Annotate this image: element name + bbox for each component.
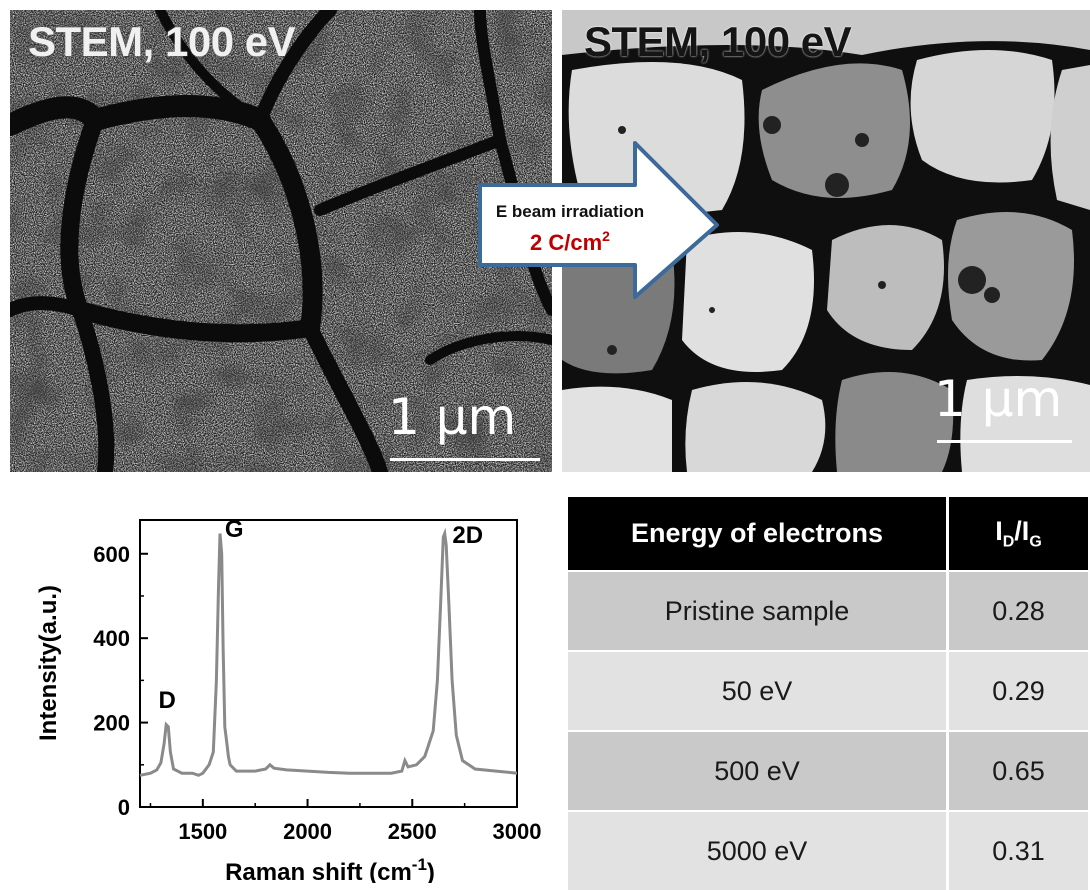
arrow-label-line2: 2 C/cm2: [530, 228, 610, 255]
cell-ratio: 0.65: [946, 730, 1088, 811]
table-header-row: Energy of electrons ID/IG: [568, 497, 1088, 571]
x-axis-label-sup: -1: [412, 855, 427, 874]
x-axis-label: Raman shift (cm-1): [225, 855, 435, 883]
header-energy: Energy of electrons: [568, 497, 948, 571]
header-ratio-g: G: [1029, 533, 1042, 551]
plot-frame: [139, 519, 518, 808]
scale-bar-label-before: 1 μm: [388, 388, 517, 446]
header-ratio-i1: I: [995, 515, 1003, 546]
peak-label: D: [159, 687, 176, 714]
cell-energy: Pristine sample: [568, 570, 948, 651]
table-row: 50 eV 0.29: [568, 650, 1088, 731]
stem-image-before: STEM, 100 eV 1 μm: [10, 10, 552, 472]
right-arrow-icon: [478, 141, 719, 299]
x-axis-label-text: Raman shift (cm: [225, 859, 412, 883]
arrow-dose-value: 2 C/cm: [530, 230, 602, 255]
peak-label: 2D: [452, 522, 483, 549]
x-tick-label: 2500: [388, 819, 437, 844]
cell-energy: 500 eV: [568, 730, 948, 811]
ratio-table: Energy of electrons ID/IG Pristine sampl…: [568, 497, 1088, 890]
table-row: 5000 eV 0.31: [568, 810, 1088, 890]
arrow-label-line1: E beam irradiation: [496, 202, 644, 221]
raman-series-line: [139, 527, 518, 777]
table-row: Pristine sample 0.28: [568, 570, 1088, 651]
y-axis-label: Intensity(a.u.): [35, 585, 62, 741]
table-row: 500 eV 0.65: [568, 730, 1088, 811]
cell-energy: 50 eV: [568, 650, 948, 731]
scale-bar-label-after: 1 μm: [934, 370, 1063, 428]
header-ratio-i2: /I: [1014, 515, 1030, 546]
header-ratio-d: D: [1002, 533, 1015, 551]
arrow-callout: E beam irradiation 2 C/cm2: [478, 141, 719, 299]
cell-ratio: 0.31: [946, 810, 1088, 890]
stem-title-after: STEM, 100 eV: [584, 18, 852, 65]
x-tick-label: 1500: [178, 819, 227, 844]
arrow-dose-superscript: 2: [602, 228, 610, 244]
peak-label: G: [225, 516, 244, 543]
y-tick-label: 0: [118, 795, 130, 820]
stem-title-before: STEM, 100 eV: [28, 18, 296, 65]
scale-bar-before: [390, 458, 540, 461]
stem-micrograph-after: [562, 10, 1090, 472]
cell-energy: 5000 eV: [568, 810, 948, 890]
cell-ratio: 0.28: [946, 570, 1088, 651]
cell-ratio: 0.29: [946, 650, 1088, 731]
stem-micrograph-before: [10, 10, 552, 472]
y-tick-label: 600: [93, 542, 130, 567]
x-axis-label-end: ): [427, 859, 435, 883]
raman-spectrum-chart: 1500 2000 2500 3000 0 200 400 600 D G 2D Intensit…: [35, 516, 542, 883]
scale-bar-after: [937, 440, 1072, 443]
x-tick-label: 3000: [493, 819, 542, 844]
header-ratio: ID/IG: [946, 497, 1088, 571]
stem-image-after: STEM, 100 eV 1 μm: [562, 10, 1090, 472]
x-tick-label: 2000: [283, 819, 332, 844]
y-tick-label: 200: [93, 711, 130, 736]
y-tick-label: 400: [93, 626, 130, 651]
